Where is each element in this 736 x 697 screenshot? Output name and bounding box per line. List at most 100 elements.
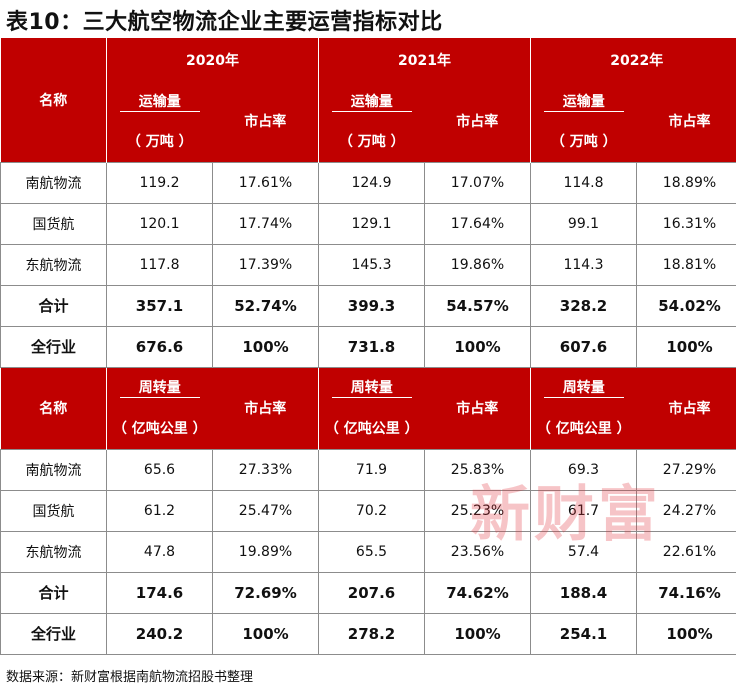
metric-header: 运输量 bbox=[106, 81, 213, 121]
cell: 61.2 bbox=[106, 489, 213, 532]
cell: 100% bbox=[636, 612, 736, 655]
cell: 254.1 bbox=[530, 612, 637, 655]
cell: 54.57% bbox=[424, 284, 531, 327]
cell: 129.1 bbox=[318, 202, 425, 245]
metric-label: 周转量 bbox=[331, 377, 412, 399]
cell: 16.31% bbox=[636, 202, 736, 245]
cell: 117.8 bbox=[106, 243, 213, 286]
cell: 74.16% bbox=[636, 571, 736, 614]
row-label: 合计 bbox=[0, 284, 107, 327]
share-header: 市占率 bbox=[424, 81, 531, 162]
cell: 23.56% bbox=[424, 530, 531, 573]
cell: 100% bbox=[212, 325, 319, 368]
share-header: 市占率 bbox=[636, 367, 736, 449]
company-name: 东航物流 bbox=[0, 530, 107, 573]
metric-header: 周转量 bbox=[318, 367, 425, 408]
share-header: 市占率 bbox=[212, 81, 319, 162]
total-row: 合计 357.1 52.74% 399.3 54.57% 328.2 54.02… bbox=[0, 284, 736, 327]
table-row: 南航物流 119.2 17.61% 124.9 17.07% 114.8 18.… bbox=[0, 161, 736, 204]
cell: 174.6 bbox=[106, 571, 213, 614]
cell: 17.74% bbox=[212, 202, 319, 245]
unit-label: （ 万吨 ） bbox=[106, 121, 213, 162]
unit-label: （ 万吨 ） bbox=[318, 121, 425, 162]
source-note: 数据来源：新财富根据南航物流招股书整理 bbox=[6, 670, 254, 685]
cell: 19.89% bbox=[212, 530, 319, 573]
cell: 19.86% bbox=[424, 243, 531, 286]
cell: 328.2 bbox=[530, 284, 637, 327]
row-label: 全行业 bbox=[0, 612, 107, 655]
cell: 100% bbox=[424, 325, 531, 368]
cell: 114.3 bbox=[530, 243, 637, 286]
metric-label: 周转量 bbox=[119, 377, 200, 399]
cell: 24.27% bbox=[636, 489, 736, 532]
metric-header: 运输量 bbox=[318, 81, 425, 121]
metric-header: 周转量 bbox=[106, 367, 213, 408]
cell: 676.6 bbox=[106, 325, 213, 368]
cell: 18.89% bbox=[636, 161, 736, 204]
name-header: 名称 bbox=[0, 38, 107, 162]
cell: 72.69% bbox=[212, 571, 319, 614]
metric-label: 运输量 bbox=[119, 91, 200, 112]
total-row: 合计 174.6 72.69% 207.6 74.62% 188.4 74.16… bbox=[0, 571, 736, 614]
unit-label: （ 亿吨公里 ） bbox=[530, 408, 637, 449]
cell: 100% bbox=[424, 612, 531, 655]
cell: 607.6 bbox=[530, 325, 637, 368]
unit-label: （ 亿吨公里 ） bbox=[318, 408, 425, 449]
cell: 99.1 bbox=[530, 202, 637, 245]
cell: 731.8 bbox=[318, 325, 425, 368]
operations-comparison-table: 名称 2020年 2021年 2022年 运输量 市占率 运输量 市占率 运输量… bbox=[0, 38, 736, 655]
cell: 25.83% bbox=[424, 448, 531, 491]
cell: 70.2 bbox=[318, 489, 425, 532]
company-name: 国货航 bbox=[0, 202, 107, 245]
cell: 18.81% bbox=[636, 243, 736, 286]
company-name: 国货航 bbox=[0, 489, 107, 532]
cell: 145.3 bbox=[318, 243, 425, 286]
cell: 69.3 bbox=[530, 448, 637, 491]
year-header: 2022年 bbox=[530, 38, 736, 81]
cell: 47.8 bbox=[106, 530, 213, 573]
cell: 71.9 bbox=[318, 448, 425, 491]
name-header: 名称 bbox=[0, 367, 107, 449]
table-row: 东航物流 117.8 17.39% 145.3 19.86% 114.3 18.… bbox=[0, 243, 736, 286]
industry-row: 全行业 240.2 100% 278.2 100% 254.1 100% bbox=[0, 612, 736, 655]
cell: 100% bbox=[636, 325, 736, 368]
unit-label: （ 万吨 ） bbox=[530, 121, 637, 162]
table-title: 表10：三大航空物流企业主要运营指标对比 bbox=[6, 10, 443, 35]
share-header: 市占率 bbox=[636, 81, 736, 162]
table-row: 南航物流 65.6 27.33% 71.9 25.83% 69.3 27.29% bbox=[0, 448, 736, 491]
cell: 65.5 bbox=[318, 530, 425, 573]
row-label: 全行业 bbox=[0, 325, 107, 368]
cell: 357.1 bbox=[106, 284, 213, 327]
cell: 27.33% bbox=[212, 448, 319, 491]
cell: 399.3 bbox=[318, 284, 425, 327]
cell: 22.61% bbox=[636, 530, 736, 573]
cell: 119.2 bbox=[106, 161, 213, 204]
cell: 52.74% bbox=[212, 284, 319, 327]
metric-header: 运输量 bbox=[530, 81, 637, 121]
metric-header: 周转量 bbox=[530, 367, 637, 408]
cell: 65.6 bbox=[106, 448, 213, 491]
cell: 54.02% bbox=[636, 284, 736, 327]
company-name: 南航物流 bbox=[0, 161, 107, 204]
row-label: 合计 bbox=[0, 571, 107, 614]
cell: 27.29% bbox=[636, 448, 736, 491]
cell: 57.4 bbox=[530, 530, 637, 573]
cell: 120.1 bbox=[106, 202, 213, 245]
cell: 240.2 bbox=[106, 612, 213, 655]
table-row: 国货航 120.1 17.74% 129.1 17.64% 99.1 16.31… bbox=[0, 202, 736, 245]
company-name: 南航物流 bbox=[0, 448, 107, 491]
company-name: 东航物流 bbox=[0, 243, 107, 286]
metric-label: 周转量 bbox=[543, 377, 624, 399]
industry-row: 全行业 676.6 100% 731.8 100% 607.6 100% bbox=[0, 325, 736, 368]
cell: 17.64% bbox=[424, 202, 531, 245]
cell: 114.8 bbox=[530, 161, 637, 204]
cell: 74.62% bbox=[424, 571, 531, 614]
cell: 25.47% bbox=[212, 489, 319, 532]
year-header: 2020年 bbox=[106, 38, 319, 81]
cell: 207.6 bbox=[318, 571, 425, 614]
metric-label: 运输量 bbox=[543, 91, 624, 112]
table-row: 东航物流 47.8 19.89% 65.5 23.56% 57.4 22.61% bbox=[0, 530, 736, 573]
cell: 100% bbox=[212, 612, 319, 655]
share-header: 市占率 bbox=[212, 367, 319, 449]
unit-label: （ 亿吨公里 ） bbox=[106, 408, 213, 449]
